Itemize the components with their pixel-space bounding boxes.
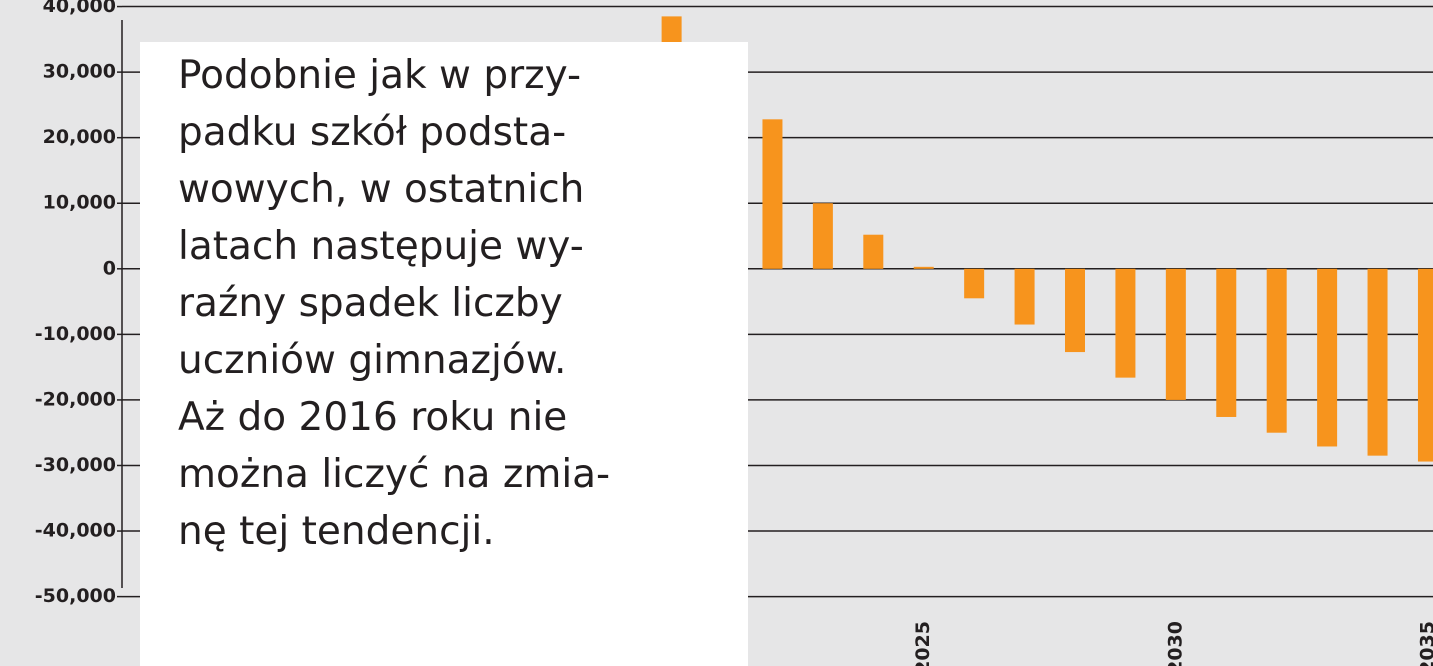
y-tick-label: -10,000 — [35, 323, 116, 345]
y-tick-label: -50,000 — [35, 585, 116, 607]
bar — [812, 203, 833, 269]
bar — [1367, 268, 1388, 456]
annotation-line: nę tej tendencji. — [178, 509, 495, 554]
y-tick-label: -20,000 — [35, 388, 116, 410]
text-box — [140, 42, 748, 666]
y-tick-label: 40,000 — [43, 0, 116, 17]
x-tick-label: 2030 — [1164, 621, 1186, 666]
annotation-line: latach następuje wy- — [178, 224, 584, 269]
bar — [913, 266, 934, 269]
bar — [1317, 268, 1338, 447]
y-tick-label: -30,000 — [35, 454, 116, 476]
bar — [1115, 268, 1136, 378]
bar — [762, 119, 783, 269]
annotation-line: Aż do 2016 roku nie — [178, 395, 567, 440]
bar — [1216, 268, 1237, 417]
bar — [964, 268, 985, 299]
annotation-line: raźny spadek liczby — [178, 281, 563, 326]
annotation-line: uczniów gimnazjów. — [178, 338, 566, 383]
bar — [863, 234, 884, 269]
bar — [1266, 268, 1287, 433]
x-tick-label: 2035 — [1416, 621, 1433, 666]
y-tick-label: 20,000 — [43, 126, 116, 148]
y-tick-label: 0 — [103, 257, 116, 279]
annotation-line: wowych, w ostatnich — [178, 167, 584, 212]
y-tick-label: -40,000 — [35, 520, 116, 542]
annotation-line: Podobnie jak w przy- — [178, 53, 581, 98]
bar — [1014, 268, 1035, 325]
bar — [1165, 268, 1186, 400]
annotation-line: można liczyć na zmia- — [178, 452, 610, 497]
bar — [1417, 268, 1433, 462]
annotation-line: padku szkół podsta- — [178, 110, 566, 155]
y-tick-label: 10,000 — [43, 192, 116, 214]
x-tick-label: 2025 — [912, 621, 934, 666]
y-tick-label: 30,000 — [43, 61, 116, 83]
bar — [1064, 268, 1085, 353]
